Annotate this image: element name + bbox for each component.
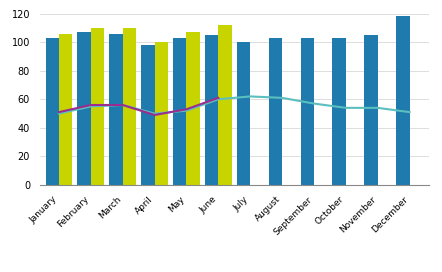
Bar [332, 38, 346, 185]
Bar [91, 28, 104, 185]
Bar [237, 42, 250, 185]
Bar [77, 32, 91, 185]
Bar [46, 38, 59, 185]
Bar [364, 35, 378, 185]
Bar [205, 35, 218, 185]
Bar [396, 17, 410, 185]
Bar [301, 38, 314, 185]
Bar [173, 38, 187, 185]
Bar [109, 34, 123, 185]
Bar [187, 32, 200, 185]
Bar [123, 28, 136, 185]
Bar [269, 38, 282, 185]
Bar [141, 45, 155, 185]
Bar [155, 42, 168, 185]
Bar [59, 34, 72, 185]
Bar [218, 25, 232, 185]
